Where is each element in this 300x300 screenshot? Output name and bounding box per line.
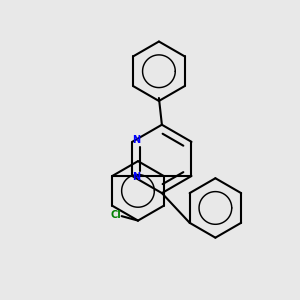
Text: Cl: Cl [110, 210, 121, 220]
Text: N: N [132, 135, 140, 145]
Text: N: N [132, 172, 140, 182]
